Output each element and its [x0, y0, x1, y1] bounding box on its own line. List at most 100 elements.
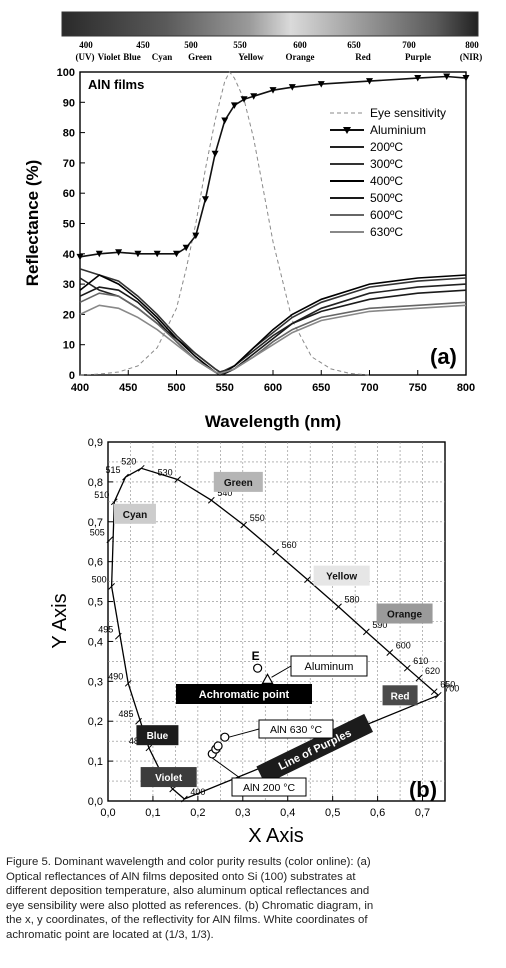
wavelength-tick: [124, 679, 132, 687]
series-group-a: [76, 71, 470, 376]
color-region-label: Green: [224, 478, 253, 489]
wavelength-label: 500: [92, 574, 107, 584]
x-tick-label-a: 800: [457, 382, 475, 394]
series-line-0: [79, 71, 370, 376]
y-axis-label-a: Reflectance (%): [23, 160, 42, 287]
x-tick-label-a: 750: [409, 382, 427, 394]
wavelength-tick: [135, 717, 142, 725]
legend-a: Eye sensitivity Aluminium 200ºC 300ºC 400ºC 5…: [330, 106, 446, 239]
wavelength-tick: [207, 496, 215, 504]
wavelength-label: 495: [98, 624, 113, 634]
wavelength-tick: [363, 628, 370, 636]
y-tick-label-b: 0,1: [88, 756, 103, 768]
wavelength-label: 520: [121, 456, 136, 466]
spectrum-wavelength-label: 700: [402, 40, 416, 50]
wavelength-label: 490: [108, 671, 123, 681]
aluminium-marker: [221, 117, 229, 124]
spectrum-color-label: Purple: [405, 52, 431, 62]
wavelength-label: 530: [158, 467, 173, 477]
wavelength-tick: [430, 688, 438, 696]
spectrum-wavelength-label: 500: [184, 40, 198, 50]
series-line-7: [79, 304, 467, 375]
x-tick-label-a: 450: [119, 382, 137, 394]
aluminium-marker: [201, 196, 209, 203]
y-tick-label-b: 0,8: [88, 477, 103, 489]
spectrum-color-label: Blue: [123, 52, 141, 62]
spectrum-wavelength-label: 800: [465, 40, 479, 50]
wavelength-tick: [137, 464, 145, 472]
color-region-label: Violet: [155, 773, 183, 784]
aluminium-marker: [288, 84, 296, 91]
legend-label: 500ºC: [370, 191, 403, 205]
spectrum-color-label: (NIR): [460, 52, 483, 62]
x-tick-label-a: 500: [167, 382, 185, 394]
wavelength-label: 560: [282, 540, 297, 550]
series-line-3: [79, 268, 467, 373]
panel-a-reflectance-chart: 400 450 500 550 600 650 700 750 800 0 10 20 30 40 50 60…: [23, 67, 475, 431]
y-tick-label-a: 70: [63, 158, 75, 170]
color-region-box: [213, 471, 263, 492]
panel-b-chromaticity-chart: 0,0 0,1 0,2 0,3 0,4 0,5 0,6 0,7 0,0 0,1 0,2 0,3 0,4 0…: [49, 437, 459, 847]
color-region-label: Blue: [147, 731, 169, 742]
spectrum-wavelength-label: 400: [79, 40, 93, 50]
wavelength-label: 485: [119, 709, 134, 719]
achromatic-box: [176, 684, 312, 704]
y-tick-label-b: 0,2: [88, 716, 103, 728]
spectrum-color-label: Orange: [286, 52, 315, 62]
y-tick-label-b: 0,9: [88, 437, 103, 449]
spectrum-wavelength-label: 550: [233, 40, 247, 50]
x-tick-label-a: 700: [360, 382, 378, 394]
sample-point: [220, 732, 230, 742]
achromatic-E-label: E: [252, 649, 260, 663]
aluminium-marker: [95, 250, 103, 258]
x-tick-label-a: 650: [312, 382, 330, 394]
y-tick-label-a: 50: [63, 219, 75, 231]
y-tick-label-a: 10: [63, 340, 75, 352]
spectrum-color-label: Red: [355, 52, 371, 62]
wavelength-label: 510: [94, 490, 109, 500]
wavelength-label: 400: [190, 787, 205, 797]
y-tick-label-b: 0,0: [88, 796, 103, 808]
wavelength-tick: [386, 649, 394, 656]
color-region-box: [136, 725, 179, 746]
axes-a-ticks: 400 450 500 550 600 650 700 750 800 0 10 20 30 40 50 60…: [57, 67, 476, 394]
sample-point: [213, 741, 223, 751]
wavelength-tick: [174, 476, 182, 483]
aluminium-marker: [211, 150, 219, 158]
wavelength-label: 600: [396, 641, 411, 651]
wavelength-tick: [304, 576, 311, 583]
color-region-label: Yellow: [326, 572, 357, 583]
wavelength-label: 590: [372, 620, 387, 630]
wavelength-label: 580: [345, 595, 360, 605]
spectrum-color-label: Cyan: [152, 52, 173, 62]
legend-label: 200ºC: [370, 140, 403, 154]
color-region-label: Cyan: [123, 510, 147, 521]
legend-label: Aluminium: [370, 123, 426, 137]
wavelength-tick: [240, 521, 248, 529]
x-tick-label-b: 0,1: [145, 807, 160, 819]
color-region-labels: Green Cyan Yellow Orange Red Blue Violet: [113, 471, 433, 788]
spectrum-color-label: Violet: [98, 52, 121, 62]
wavelength-tick: [106, 536, 114, 544]
axes-b-ticks: 0,0 0,1 0,2 0,3 0,4 0,5 0,6 0,7 0,0 0,1 0,2 0,3 0,4 0…: [88, 437, 430, 819]
aluminium-marker: [250, 93, 258, 100]
caption-line: the x, y coordinates, of the reflectivit…: [6, 914, 368, 927]
y-tick-label-a: 30: [63, 279, 75, 291]
caption-line: different deposition temperature, also a…: [6, 885, 370, 898]
aln200-box: [231, 777, 307, 797]
wavelength-label: 505: [90, 528, 105, 538]
aluminium-marker: [317, 81, 325, 88]
legend-label: 400ºC: [370, 174, 403, 188]
aluminum-point: [261, 673, 274, 684]
aluminium-marker: [173, 250, 180, 258]
y-tick-label-a: 90: [63, 97, 75, 109]
spectrum-color-labels: (UV) Violet Blue Cyan Green Yellow Orange Red Pu…: [76, 52, 483, 62]
color-region-label: Red: [391, 691, 410, 702]
x-tick-label-b: 0,5: [325, 807, 340, 819]
color-region-box: [313, 565, 370, 586]
wavelength-label: 550: [250, 513, 265, 523]
y-tick-label-b: 0,3: [88, 676, 103, 688]
x-tick-label-b: 0,3: [235, 807, 250, 819]
aluminium-marker: [182, 244, 190, 252]
aln630-pointer: [228, 728, 260, 738]
